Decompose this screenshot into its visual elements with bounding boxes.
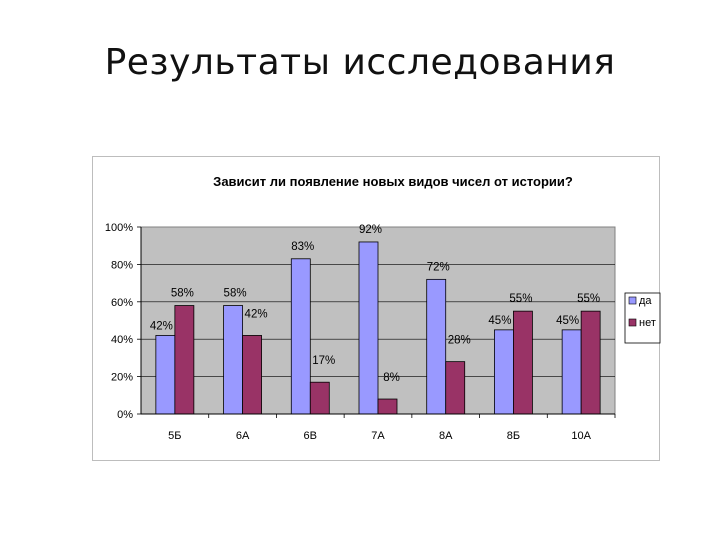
bar-net: [174, 305, 195, 415]
data-label-net: 55%: [577, 293, 600, 305]
data-label-da: 72%: [427, 261, 450, 273]
bar-da: [494, 329, 514, 415]
data-label-da: 58%: [224, 288, 247, 300]
legend-label: да: [639, 295, 652, 307]
chart-title: Зависит ли появление новых видов чисел о…: [213, 174, 573, 189]
bar-net: [445, 361, 466, 415]
bar-net: [513, 310, 533, 415]
bar-chart: Зависит ли появление новых видов чисел о…: [105, 174, 661, 442]
y-tick-label: 100%: [105, 222, 133, 234]
legend-swatch: [628, 296, 637, 305]
data-label-da: 92%: [359, 224, 382, 236]
y-tick-label: 0%: [117, 409, 133, 421]
legend-label: нет: [639, 317, 656, 329]
bar-da: [358, 241, 379, 415]
bar-da: [223, 305, 243, 415]
data-label-da: 45%: [556, 315, 579, 327]
bar-net: [309, 381, 330, 415]
bar-da: [290, 258, 311, 415]
bar-net: [377, 398, 398, 415]
data-label-net: 55%: [509, 293, 532, 305]
data-label-net: 17%: [312, 355, 335, 367]
bar-da: [561, 329, 582, 415]
x-tick-label: 6В: [304, 430, 317, 442]
x-tick-label: 5Б: [168, 430, 181, 442]
data-label-da: 45%: [488, 315, 511, 327]
y-tick-label: 80%: [111, 259, 133, 271]
x-tick-label: 10А: [571, 430, 591, 442]
data-label-net: 58%: [171, 288, 194, 300]
bar-net: [580, 310, 601, 415]
legend-swatch: [628, 318, 637, 327]
slide-title: Результаты исследования: [104, 42, 616, 83]
x-tick-label: 7А: [371, 430, 385, 442]
bar-net: [242, 335, 262, 415]
chart-frame: Зависит ли появление новых видов чисел о…: [92, 156, 661, 461]
data-label-da: 42%: [150, 320, 173, 332]
y-tick-label: 40%: [111, 334, 133, 346]
data-label-da: 83%: [291, 241, 314, 253]
data-label-net: 42%: [245, 308, 268, 320]
x-tick-label: 6А: [236, 430, 250, 442]
x-tick-label: 8Б: [507, 430, 520, 442]
bar-da: [426, 278, 447, 415]
y-tick-label: 20%: [111, 372, 133, 384]
data-label-net: 8%: [383, 372, 400, 384]
x-tick-label: 8А: [439, 430, 453, 442]
y-tick-label: 60%: [111, 297, 133, 309]
data-label-net: 28%: [448, 335, 471, 347]
bar-da: [155, 335, 176, 415]
